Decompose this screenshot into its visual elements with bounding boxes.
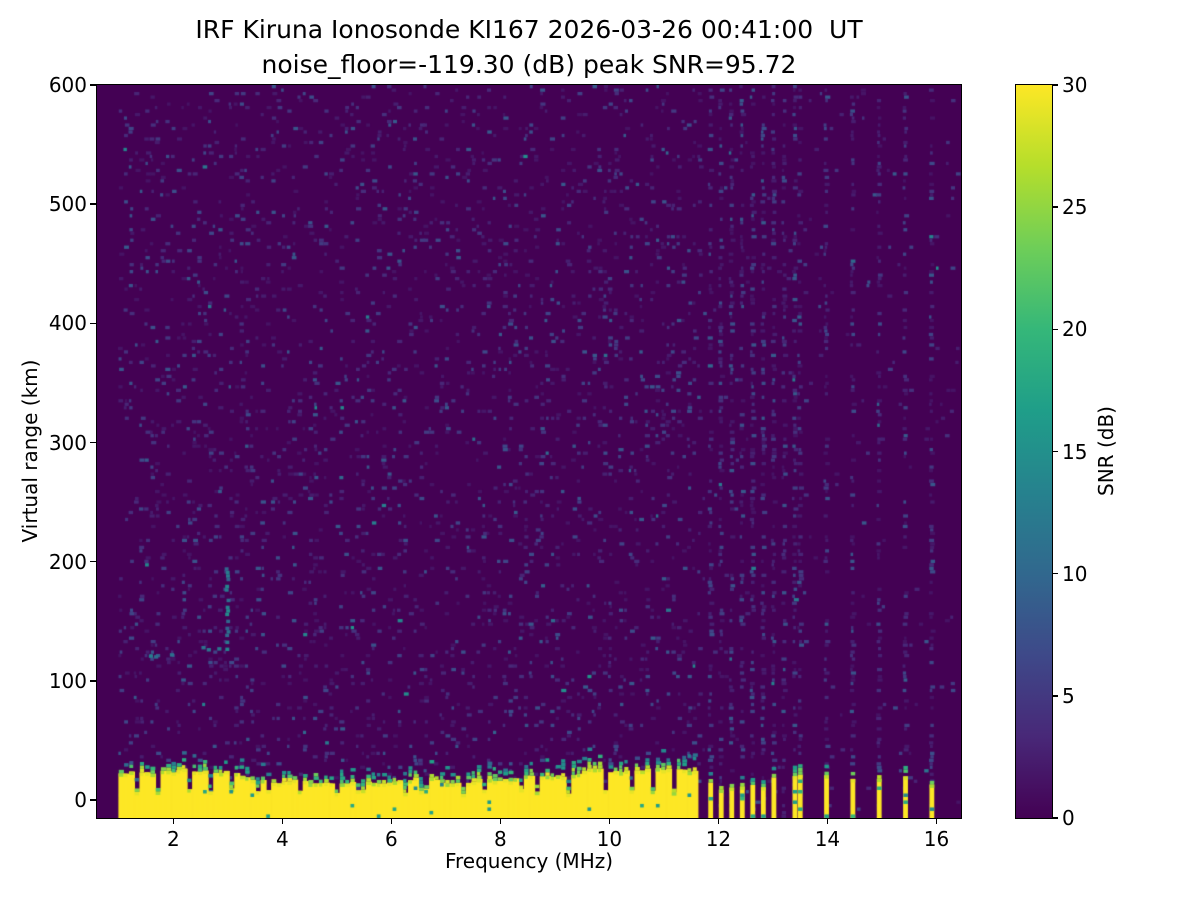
colorbar-tick-label: 20: [1062, 317, 1088, 342]
x-tick-mark: [172, 818, 175, 824]
colorbar-tick-label: 5: [1062, 683, 1075, 708]
y-tick-mark: [90, 322, 96, 325]
colorbar-tick-mark: [1052, 206, 1058, 208]
colorbar-tick-mark: [1052, 328, 1058, 331]
chart-title-line2: noise_floor=-119.30 (dB) peak SNR=95.72: [261, 50, 797, 79]
y-tick-label: 500: [48, 192, 87, 217]
colorbar-tick-label: 0: [1062, 806, 1075, 830]
colorbar-tick-label: 15: [1062, 439, 1088, 464]
x-tick-label: 10: [596, 827, 623, 851]
y-tick-mark: [90, 799, 96, 801]
colorbar-tick-label: 30: [1062, 73, 1088, 97]
y-tick-label: 600: [48, 73, 87, 97]
x-tick-label: 8: [494, 827, 507, 851]
ionogram-heatmap: [97, 85, 961, 818]
y-tick-label: 100: [48, 668, 87, 693]
x-tick-label: 2: [166, 827, 180, 851]
colorbar-label: SNR (dB): [1094, 406, 1118, 496]
x-tick-mark: [717, 818, 720, 824]
y-axis-label: Virtual range (km): [18, 359, 42, 543]
colorbar-tick-mark: [1052, 450, 1058, 453]
colorbar-tick-mark: [1052, 572, 1058, 575]
x-axis-label: Frequency (MHz): [444, 849, 614, 873]
x-tick-mark: [935, 818, 938, 824]
x-tick-label: 4: [275, 827, 289, 851]
y-tick-label: 300: [48, 430, 87, 455]
x-tick-label: 16: [923, 827, 950, 851]
colorbar-tick-mark: [1052, 695, 1058, 697]
colorbar-gradient: [1016, 85, 1052, 818]
x-tick-mark: [390, 818, 393, 824]
y-tick-mark: [90, 441, 96, 444]
y-tick-mark: [90, 560, 96, 563]
y-tick-mark: [90, 203, 96, 205]
colorbar-tick-mark: [1052, 817, 1058, 819]
x-tick-mark: [608, 818, 611, 824]
x-tick-mark: [499, 818, 502, 824]
y-tick-label: 200: [48, 549, 87, 574]
y-tick-mark: [90, 680, 96, 682]
x-tick-label: 12: [705, 827, 732, 851]
colorbar-tick-label: 10: [1062, 561, 1088, 586]
x-tick-mark: [281, 818, 284, 824]
y-tick-mark: [90, 84, 96, 86]
x-tick-mark: [826, 818, 829, 824]
y-tick-label: 400: [48, 311, 87, 336]
chart-title-line1: IRF Kiruna Ionosonde KI167 2026-03-26 00…: [195, 15, 863, 44]
x-tick-label: 6: [384, 827, 398, 851]
x-tick-label: 14: [814, 827, 841, 851]
y-tick-label: 0: [74, 788, 87, 813]
colorbar-tick-mark: [1052, 84, 1058, 86]
colorbar-tick-label: 25: [1062, 195, 1088, 220]
